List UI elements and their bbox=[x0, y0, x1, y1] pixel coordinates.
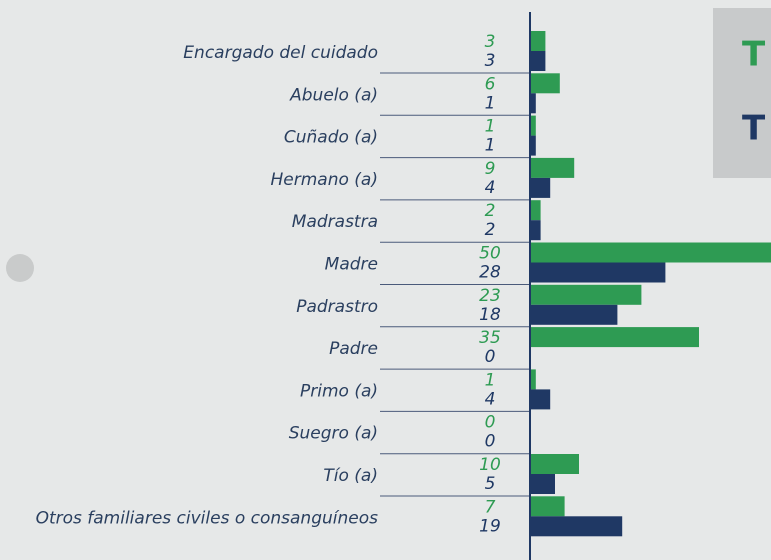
category-label: Madre bbox=[325, 255, 378, 275]
category-label: Primo (a) bbox=[300, 381, 378, 401]
category-label: Hermano (a) bbox=[271, 170, 378, 190]
bar bbox=[531, 304, 618, 325]
category-label: Cuñado (a) bbox=[284, 128, 378, 148]
value-label: 28 bbox=[479, 263, 501, 283]
value-label: 1 bbox=[485, 117, 496, 137]
category-label: Suegro (a) bbox=[289, 424, 378, 444]
bar bbox=[531, 284, 642, 305]
bar bbox=[531, 516, 623, 537]
bar bbox=[531, 157, 575, 178]
decoration bbox=[6, 254, 34, 282]
bar bbox=[531, 31, 546, 51]
bar bbox=[531, 474, 555, 494]
value-label: 23 bbox=[479, 286, 501, 306]
bar bbox=[531, 454, 579, 474]
category-label: Madrastra bbox=[292, 212, 378, 232]
value-label: 6 bbox=[485, 74, 496, 94]
bar bbox=[531, 73, 560, 94]
bar bbox=[531, 200, 541, 221]
bar bbox=[531, 496, 565, 517]
bar bbox=[531, 177, 551, 198]
value-label: 1 bbox=[485, 93, 496, 113]
value-label: 0 bbox=[485, 347, 496, 367]
value-label: 35 bbox=[479, 328, 501, 348]
value-label: 2 bbox=[485, 201, 496, 221]
value-label: 19 bbox=[479, 516, 501, 536]
value-label: 3 bbox=[485, 32, 496, 52]
category-label: Padre bbox=[329, 339, 378, 359]
value-label: 0 bbox=[485, 413, 496, 433]
value-label: 1 bbox=[485, 136, 496, 156]
category-label: Otros familiares civiles o consanguíneos bbox=[36, 508, 379, 528]
bar bbox=[531, 115, 536, 136]
value-label: 7 bbox=[485, 497, 496, 517]
value-label: 18 bbox=[479, 305, 501, 325]
value-label: 0 bbox=[485, 432, 496, 452]
bar bbox=[531, 242, 771, 263]
value-label: 50 bbox=[479, 244, 501, 264]
legend-box bbox=[713, 8, 771, 178]
bar bbox=[531, 369, 536, 390]
category-label: Tío (a) bbox=[323, 466, 378, 486]
bar bbox=[531, 262, 666, 283]
category-label: Abuelo (a) bbox=[289, 85, 378, 105]
value-label: 4 bbox=[485, 178, 496, 198]
value-label: 5 bbox=[485, 474, 496, 494]
bar bbox=[531, 220, 541, 241]
bar bbox=[531, 389, 551, 410]
value-label: 3 bbox=[485, 51, 496, 71]
bar bbox=[531, 93, 536, 114]
value-label: 1 bbox=[485, 370, 496, 390]
category-label: Padrastro bbox=[296, 297, 378, 317]
bar bbox=[531, 135, 536, 156]
value-label: 9 bbox=[485, 159, 496, 179]
value-label: 2 bbox=[485, 220, 496, 240]
value-label: 10 bbox=[479, 455, 501, 475]
bar bbox=[531, 51, 546, 71]
legend-text: T bbox=[742, 109, 766, 149]
value-label: 4 bbox=[485, 389, 496, 409]
bar bbox=[531, 327, 699, 348]
category-label: Encargado del cuidado bbox=[183, 43, 378, 63]
legend-text: T bbox=[742, 35, 766, 75]
